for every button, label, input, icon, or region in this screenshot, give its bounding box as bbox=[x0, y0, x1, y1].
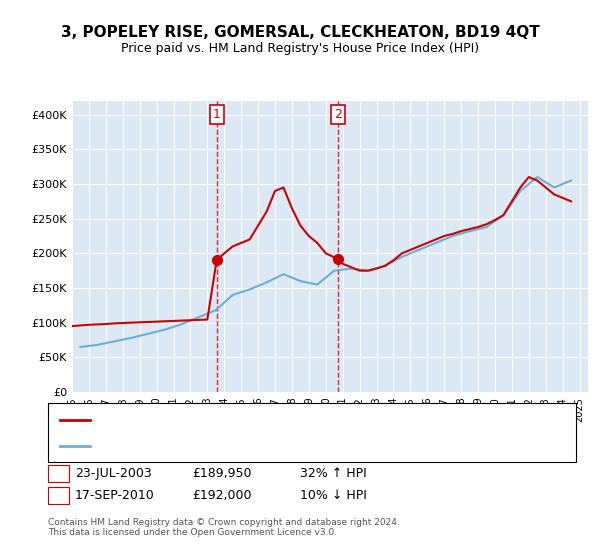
Text: £192,000: £192,000 bbox=[192, 489, 251, 502]
Text: Contains HM Land Registry data © Crown copyright and database right 2024.
This d: Contains HM Land Registry data © Crown c… bbox=[48, 518, 400, 538]
Text: 1: 1 bbox=[213, 108, 221, 121]
Text: £189,950: £189,950 bbox=[192, 466, 251, 480]
Text: 23-JUL-2003: 23-JUL-2003 bbox=[75, 466, 152, 480]
Text: 17-SEP-2010: 17-SEP-2010 bbox=[75, 489, 155, 502]
Text: 3, POPELEY RISE, GOMERSAL, CLECKHEATON, BD19 4QT: 3, POPELEY RISE, GOMERSAL, CLECKHEATON, … bbox=[61, 25, 539, 40]
Text: 1: 1 bbox=[55, 466, 62, 480]
Text: 10% ↓ HPI: 10% ↓ HPI bbox=[300, 489, 367, 502]
Text: 32% ↑ HPI: 32% ↑ HPI bbox=[300, 466, 367, 480]
Text: HPI: Average price, detached house, Kirklees: HPI: Average price, detached house, Kirk… bbox=[93, 441, 328, 451]
Text: 3, POPELEY RISE, GOMERSAL, CLECKHEATON, BD19 4QT (detached house): 3, POPELEY RISE, GOMERSAL, CLECKHEATON, … bbox=[93, 414, 481, 424]
Text: 2: 2 bbox=[334, 108, 342, 121]
Text: 2: 2 bbox=[55, 489, 62, 502]
Text: Price paid vs. HM Land Registry's House Price Index (HPI): Price paid vs. HM Land Registry's House … bbox=[121, 42, 479, 55]
